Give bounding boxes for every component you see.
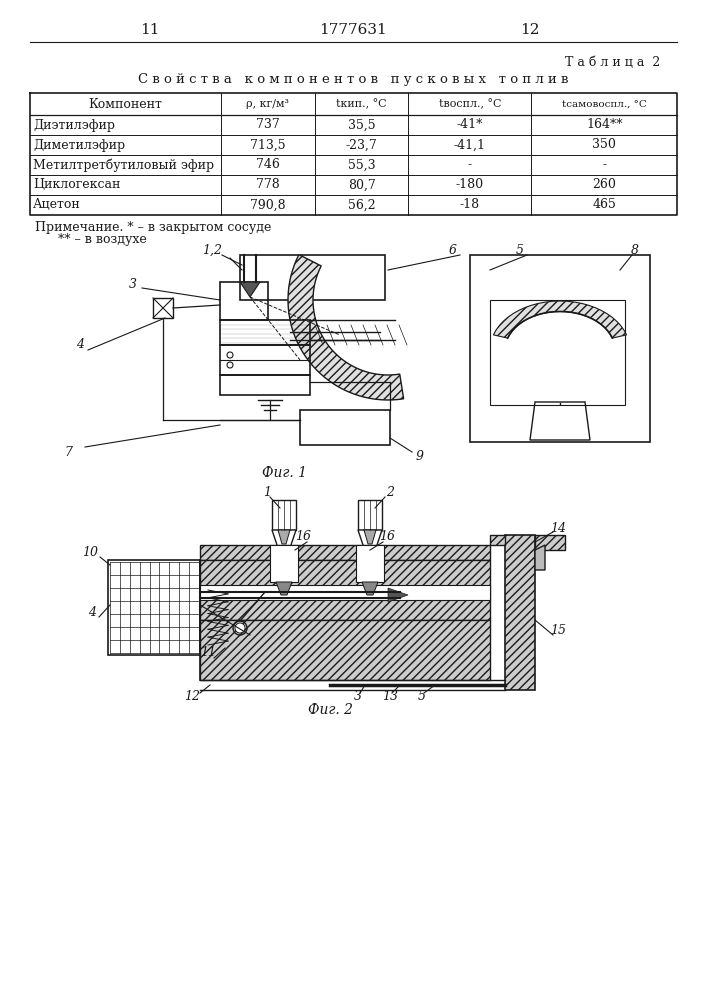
Text: tкип., °C: tкип., °C: [337, 99, 387, 109]
Text: 2: 2: [386, 486, 394, 498]
Polygon shape: [278, 530, 290, 544]
Text: 6: 6: [449, 243, 457, 256]
Text: 11: 11: [140, 23, 160, 37]
Text: -: -: [468, 158, 472, 172]
Text: 4: 4: [88, 605, 96, 618]
Text: 164**: 164**: [586, 118, 622, 131]
Text: -23,7: -23,7: [346, 138, 378, 151]
Text: Фиг. 2: Фиг. 2: [308, 703, 353, 717]
Polygon shape: [493, 301, 626, 338]
Text: Фиг. 1: Фиг. 1: [262, 466, 308, 480]
Text: 746: 746: [256, 158, 280, 172]
Text: 350: 350: [592, 138, 616, 151]
Text: 1,2: 1,2: [202, 243, 222, 256]
Text: 5: 5: [516, 243, 524, 256]
Polygon shape: [490, 535, 505, 545]
Text: 3: 3: [129, 278, 137, 292]
Text: Компонент: Компонент: [88, 98, 163, 110]
Text: 9: 9: [416, 450, 424, 464]
Text: 14: 14: [550, 522, 566, 534]
Polygon shape: [288, 255, 404, 400]
Text: Диметилэфир: Диметилэфир: [33, 138, 125, 151]
Text: tвоспл., °C: tвоспл., °C: [439, 99, 501, 109]
Polygon shape: [535, 535, 565, 550]
Polygon shape: [388, 588, 408, 602]
Text: 260: 260: [592, 178, 616, 192]
Polygon shape: [272, 530, 296, 548]
Text: -18: -18: [460, 198, 480, 212]
Polygon shape: [200, 545, 490, 560]
Text: 56,2: 56,2: [348, 198, 375, 212]
Text: -41,1: -41,1: [454, 138, 486, 151]
Text: 55,3: 55,3: [348, 158, 375, 172]
Text: 1777631: 1777631: [319, 23, 387, 37]
Polygon shape: [240, 282, 260, 297]
Polygon shape: [270, 545, 298, 582]
Polygon shape: [200, 560, 490, 620]
Text: 7: 7: [64, 446, 72, 460]
Text: С в о й с т в а   к о м п о н е н т о в   п у с к о в ы х   т о п л и в: С в о й с т в а к о м п о н е н т о в п …: [138, 74, 568, 87]
Text: Примечание. * – в закрытом сосуде: Примечание. * – в закрытом сосуде: [35, 221, 271, 233]
Text: ρ, кг/м³: ρ, кг/м³: [246, 99, 289, 109]
Text: Циклогексан: Циклогексан: [33, 178, 120, 192]
Polygon shape: [362, 582, 378, 595]
Text: 35,5: 35,5: [348, 118, 375, 131]
Text: 80,7: 80,7: [348, 178, 375, 192]
Polygon shape: [200, 585, 490, 600]
Circle shape: [235, 623, 245, 633]
Polygon shape: [200, 620, 490, 680]
Polygon shape: [358, 530, 382, 548]
Text: tсамовоспл., °C: tсамовоспл., °C: [562, 100, 647, 108]
Text: 11: 11: [200, 647, 216, 660]
Text: 3: 3: [354, 690, 362, 704]
Polygon shape: [356, 545, 384, 582]
Polygon shape: [364, 530, 376, 544]
Text: Ацетон: Ацетон: [33, 198, 81, 212]
Text: 778: 778: [256, 178, 280, 192]
Text: 10: 10: [82, 546, 98, 558]
Text: 713,5: 713,5: [250, 138, 286, 151]
Text: 737: 737: [256, 118, 280, 131]
Polygon shape: [505, 535, 535, 690]
Text: 790,8: 790,8: [250, 198, 286, 212]
Text: 465: 465: [592, 198, 616, 212]
Text: 4: 4: [76, 338, 84, 352]
Polygon shape: [276, 582, 292, 595]
Text: 15: 15: [550, 624, 566, 637]
Text: 13: 13: [382, 690, 398, 704]
Text: Т а б л и ц а  2: Т а б л и ц а 2: [565, 55, 660, 68]
Text: Метилтретбутиловый эфир: Метилтретбутиловый эфир: [33, 158, 214, 172]
Text: 12: 12: [520, 23, 539, 37]
Text: 5: 5: [418, 690, 426, 704]
Text: 8: 8: [631, 243, 639, 256]
Text: -180: -180: [456, 178, 484, 192]
Text: ** – в воздухе: ** – в воздухе: [58, 233, 147, 246]
Text: Диэтилэфир: Диэтилэфир: [33, 118, 115, 131]
Text: 16: 16: [379, 530, 395, 544]
Polygon shape: [535, 545, 545, 570]
Text: -: -: [602, 158, 607, 172]
Text: 12: 12: [184, 690, 200, 702]
Text: 16: 16: [295, 530, 311, 544]
Text: 1: 1: [263, 486, 271, 498]
Text: -41*: -41*: [457, 118, 483, 131]
